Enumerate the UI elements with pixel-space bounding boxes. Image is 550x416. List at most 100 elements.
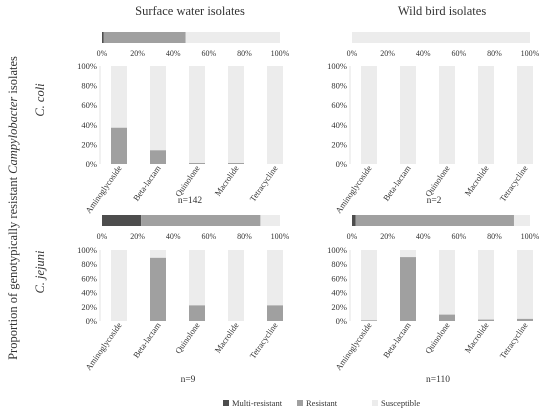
y-axis-label-prefix: Proportion of genotypically resistant [6,174,20,360]
bar-resistant [111,127,127,164]
bar-susceptible [400,66,416,164]
bar-susceptible [439,250,455,315]
bar-resistant [517,318,533,321]
legend-label: Resistant [306,398,338,408]
summary-susceptible-segment [352,32,530,43]
summary-tick-label: 100% [271,232,290,241]
bar-susceptible [228,250,244,321]
panel-2: 0% 20% 40% 60% 80% 100%0%20%40%60%80%100%Amin… [77,215,290,385]
summary-susceptible-segment [513,215,530,226]
category-label: Quinolone [173,163,202,198]
panel-1: 0% 20% 40% 60% 80% 100%0%20%40%60%80%100%Amin… [327,32,540,215]
bar-susceptible [400,250,416,258]
bar-susceptible [517,250,533,319]
bar-resistant [400,257,416,321]
summary-susceptible-segment [185,32,280,43]
sample-size-label: n=2 [427,196,442,206]
legend-label: Susceptible [381,398,420,408]
summary-tick-label: 100% [521,49,540,58]
category-label: Quinolone [423,163,452,198]
col-title-wild-bird: Wild bird isolates [398,4,487,18]
y-tick-label: 100% [327,61,347,71]
summary-tick-label: 80% [487,232,502,241]
bar-resistant [267,305,283,321]
bar-susceptible [439,66,455,164]
y-axis-label-genus: Campylobacter [6,97,20,174]
summary-tick-label: 60% [201,49,216,58]
bar-susceptible [189,66,205,164]
summary-multi-resistant-segment [352,215,356,226]
category-label: Aminoglycoside [83,163,124,215]
summary-tick-label: 0% [97,49,108,58]
summary-tick-label: 20% [130,49,145,58]
bar-susceptible [150,250,166,258]
category-label: Macrolide [212,163,240,198]
summary-tick-label: 40% [166,232,181,241]
summary-tick-label: 20% [380,49,395,58]
summary-tick-label: 20% [380,232,395,241]
sample-size-label: n=110 [426,375,450,385]
legend: Multi-resistant Resistant Susceptible [223,398,420,408]
bar-susceptible [267,250,283,306]
y-tick-label: 0% [86,159,97,169]
summary-tick-label: 0% [97,232,108,241]
y-tick-label: 60% [331,100,347,110]
category-label: Quinolone [173,320,202,355]
summary-tick-label: 100% [271,49,290,58]
category-label: Aminoglycoside [83,320,124,372]
category-label: Macrolide [212,320,240,355]
panel-3: 0% 20% 40% 60% 80% 100%0%20%40%60%80%100%Amin… [327,215,540,385]
y-tick-label: 60% [81,100,97,110]
y-tick-label: 100% [77,61,97,71]
y-tick-label: 0% [86,316,97,326]
summary-resistant-segment [355,215,514,226]
y-tick-label: 80% [81,81,97,91]
y-tick-label: 60% [331,273,347,283]
summary-tick-label: 100% [521,232,540,241]
y-tick-label: 100% [77,245,97,255]
bar-susceptible [228,66,244,164]
y-tick-label: 20% [331,139,347,149]
panel-0: 0% 20% 40% 60% 80% 100%0%20%40%60%80%100%Amin… [77,32,290,215]
bar-resistant [150,257,166,321]
category-label: Aminoglycoside [333,320,374,372]
summary-multi-resistant-segment [102,215,142,226]
bar-susceptible [361,250,377,321]
y-tick-label: 0% [336,159,347,169]
legend-swatch [223,400,229,406]
summary-tick-label: 80% [487,49,502,58]
category-label: Tetracycline [247,320,279,360]
y-tick-label: 40% [331,288,347,298]
category-label: Beta-lactam [131,163,163,203]
bar-resistant [478,319,494,321]
y-tick-label: 60% [81,273,97,283]
row-label-jejuni: C. jejuni [33,250,47,294]
bar-susceptible [517,66,533,164]
y-tick-label: 20% [81,302,97,312]
legend-swatch [297,400,303,406]
bar-susceptible [150,66,166,151]
y-tick-label: 20% [331,302,347,312]
legend-swatch [372,400,378,406]
summary-tick-label: 40% [416,49,431,58]
summary-resistant-segment [103,32,186,43]
category-label: Quinolone [423,320,452,355]
y-tick-label: 100% [327,245,347,255]
summary-multi-resistant-segment [102,32,104,43]
y-tick-label: 80% [331,259,347,269]
summary-tick-label: 0% [347,49,358,58]
bar-resistant [150,150,166,164]
sample-size-label: n=142 [178,196,203,206]
summary-tick-label: 0% [347,232,358,241]
summary-tick-label: 60% [451,49,466,58]
category-label: Tetracycline [247,163,279,203]
y-tick-label: 80% [81,259,97,269]
summary-tick-label: 80% [237,49,252,58]
summary-resistant-segment [141,215,261,226]
legend-label: Multi-resistant [232,398,283,408]
bar-resistant [189,305,205,321]
sample-size-label: n=9 [181,375,196,385]
category-label: Beta-lactam [131,320,163,360]
category-label: Tetracycline [497,320,529,360]
